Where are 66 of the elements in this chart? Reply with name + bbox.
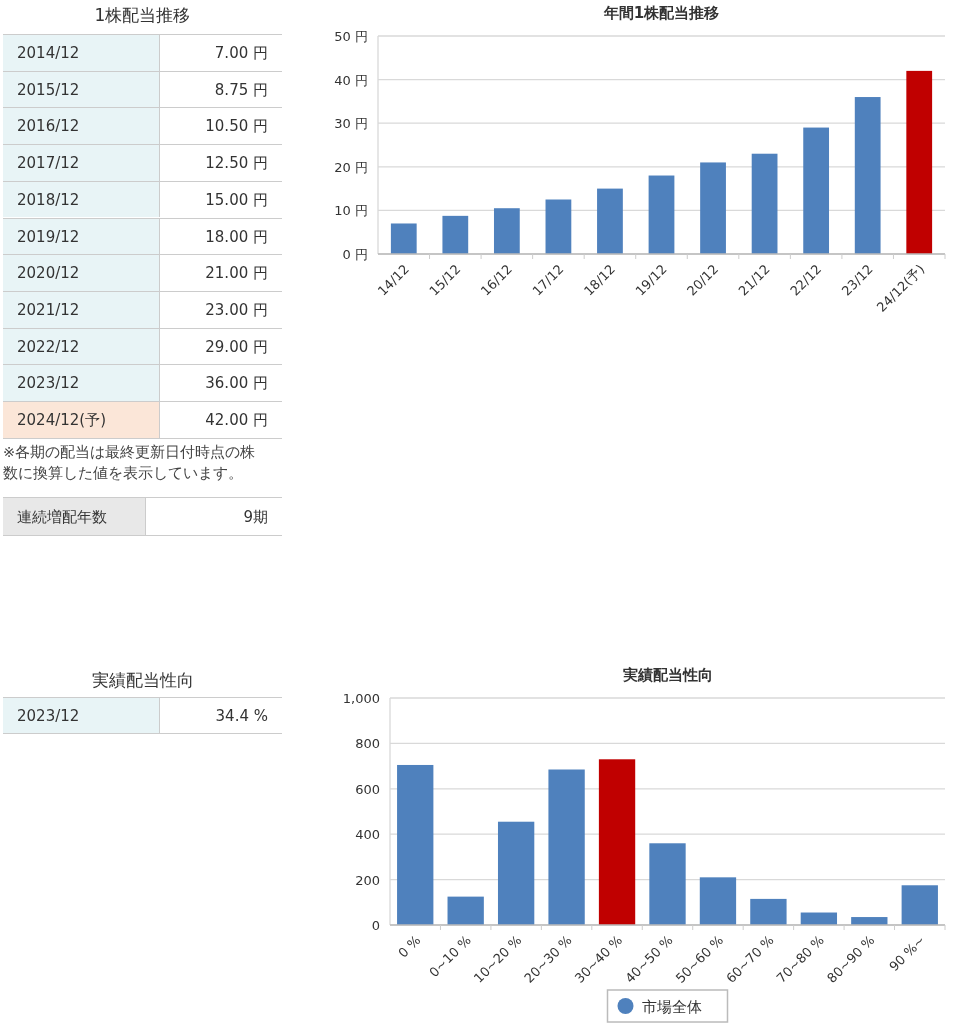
text: 21.00 円 bbox=[205, 264, 268, 283]
bar bbox=[447, 896, 484, 925]
bar bbox=[597, 188, 623, 254]
bar bbox=[906, 70, 933, 254]
y-tick-label: 200 bbox=[355, 872, 380, 888]
chart-title: 年間1株配当推移 bbox=[602, 4, 720, 22]
text: 18.00 円 bbox=[205, 227, 268, 246]
chart-title: 実績配当性向 bbox=[621, 666, 713, 684]
y-tick-label: 0 bbox=[371, 918, 380, 933]
text: 29.00 円 bbox=[205, 337, 268, 356]
bar bbox=[390, 223, 417, 254]
y-tick-label: 400 bbox=[355, 827, 380, 843]
bar bbox=[648, 175, 675, 254]
text: 8.75 円 bbox=[214, 80, 268, 99]
bar bbox=[700, 162, 726, 254]
text: 12.50 円 bbox=[205, 154, 268, 173]
text: 9期 bbox=[243, 508, 268, 526]
category-label: 2016/12 bbox=[3, 108, 160, 145]
bar bbox=[493, 208, 520, 254]
text: 23.00 円 bbox=[205, 300, 268, 319]
category-label: 2023/12 bbox=[3, 365, 160, 401]
category-label: 2022/12 bbox=[3, 328, 160, 365]
x-tick-label: 0 % bbox=[395, 932, 424, 961]
bar bbox=[545, 199, 572, 254]
bar bbox=[548, 769, 585, 925]
bar bbox=[803, 127, 830, 254]
category-label: 2015/12 bbox=[3, 71, 160, 108]
bar bbox=[649, 843, 686, 925]
text: 実績配当性向 bbox=[90, 669, 195, 692]
category-label: 2014/12 bbox=[3, 35, 160, 71]
y-tick-label: 0 円 bbox=[342, 247, 368, 262]
category-label: 2018/12 bbox=[3, 181, 160, 218]
bar bbox=[901, 885, 938, 925]
text: 15.00 円 bbox=[205, 190, 268, 209]
category-label: 2017/12 bbox=[3, 145, 160, 181]
category-label: 2023/12 bbox=[3, 698, 160, 733]
y-tick-label: 1,000 bbox=[342, 691, 380, 706]
legend-label: 市場全体 bbox=[641, 998, 702, 1016]
bar bbox=[442, 215, 469, 254]
bar bbox=[751, 153, 778, 254]
text: 7.00 円 bbox=[214, 44, 268, 62]
bar bbox=[750, 898, 787, 925]
bar bbox=[854, 97, 881, 254]
y-tick-label: 40 円 bbox=[334, 72, 368, 88]
x-tick-label: 90 %~ bbox=[886, 932, 928, 975]
bar bbox=[598, 759, 636, 925]
y-tick-label: 600 bbox=[355, 781, 380, 797]
text: 34.4 % bbox=[215, 707, 268, 725]
category-label: 2021/12 bbox=[3, 291, 160, 328]
y-tick-label: 30 円 bbox=[334, 116, 368, 132]
bar bbox=[397, 764, 434, 925]
text: 42.00 円 bbox=[205, 411, 268, 429]
category-label: 連続増配年数 bbox=[3, 498, 146, 535]
category-label: 2024/12(予) bbox=[3, 402, 160, 438]
bar bbox=[699, 877, 737, 925]
y-tick-label: 10 円 bbox=[334, 203, 368, 219]
category-label: 2020/12 bbox=[3, 255, 160, 291]
text: ※各期の配当は最終更新日付時点の株数に換算した値を表示しています。 bbox=[3, 442, 257, 483]
y-tick-label: 800 bbox=[355, 736, 380, 752]
y-tick-label: 50 円 bbox=[334, 29, 368, 44]
text: 1株配当推移 bbox=[93, 4, 192, 27]
bar bbox=[497, 821, 535, 925]
category-label: 2019/12 bbox=[3, 218, 160, 255]
text: 36.00 円 bbox=[205, 374, 268, 393]
y-tick-label: 20 円 bbox=[334, 159, 368, 175]
text: 10.50 円 bbox=[205, 117, 268, 136]
